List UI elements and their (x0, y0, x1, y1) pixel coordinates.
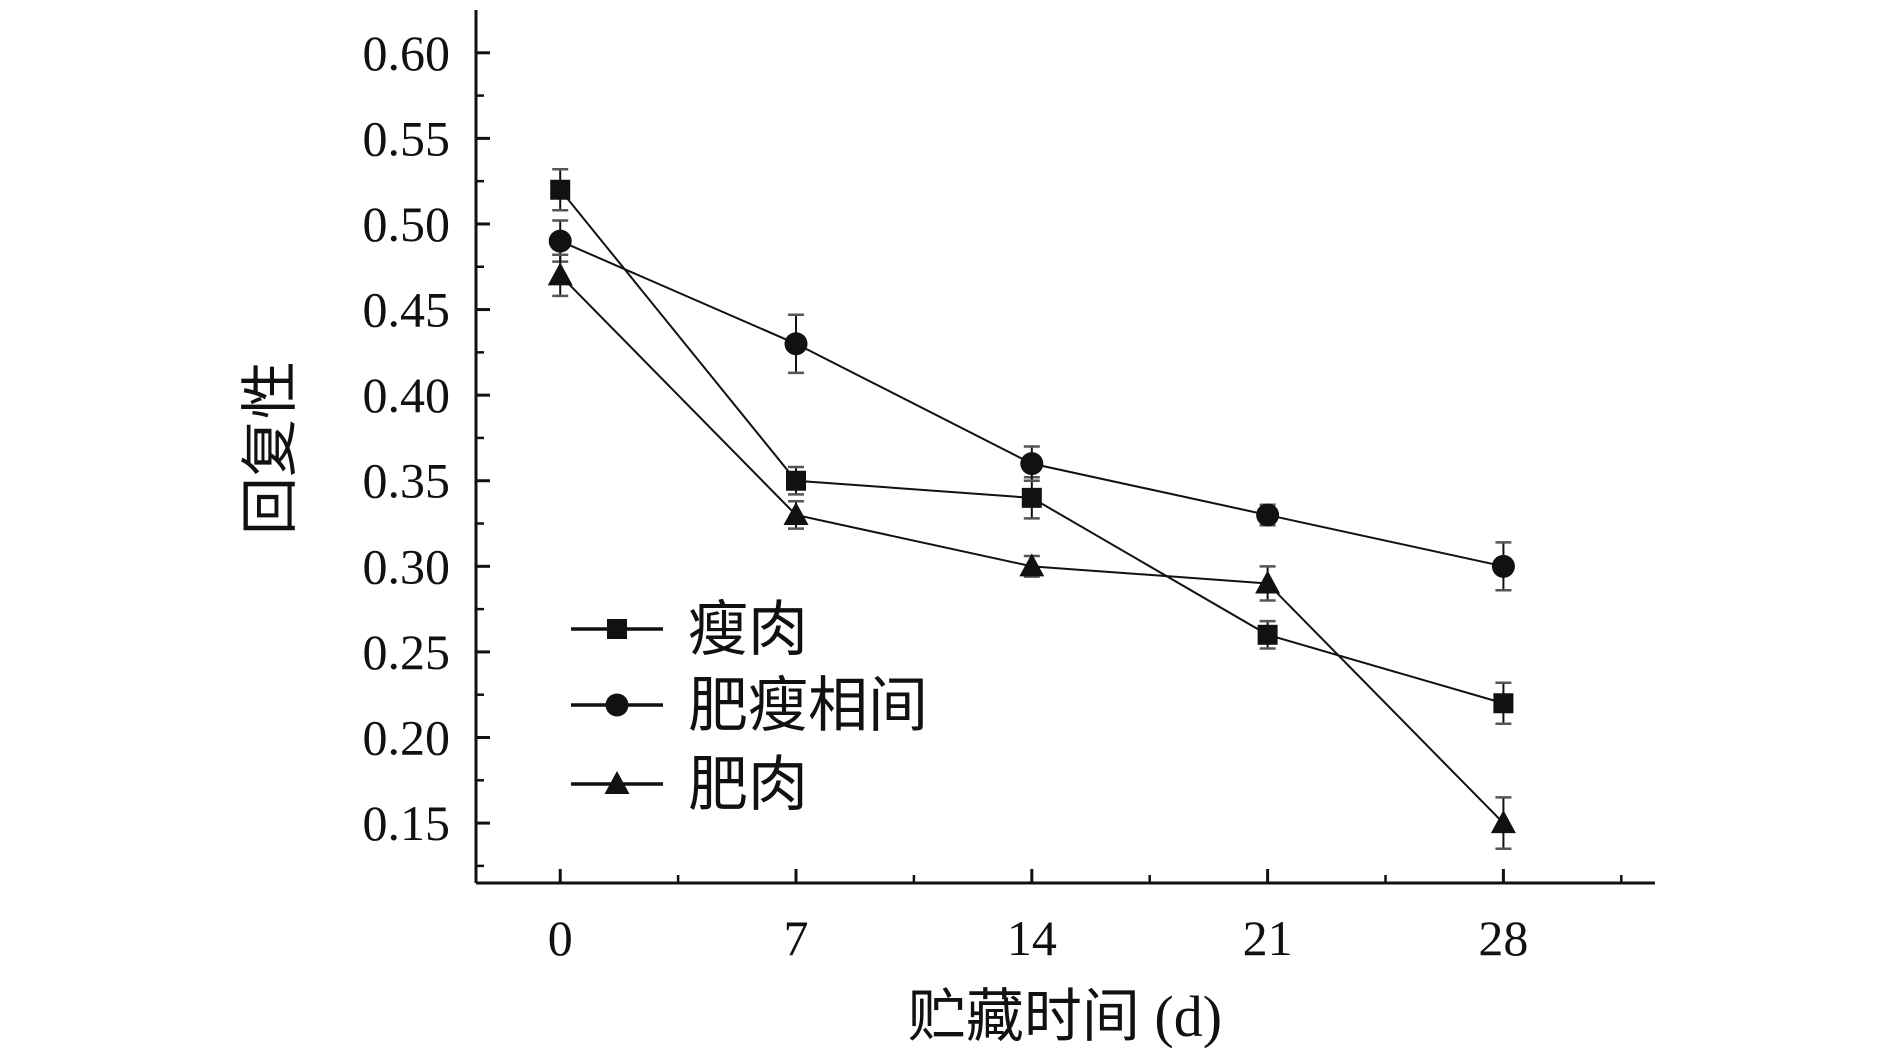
data-point (1255, 570, 1281, 594)
legend-label: 瘦肉 (688, 597, 808, 663)
series-triangle (547, 253, 1516, 851)
data-point (1490, 810, 1516, 834)
x-tick-label: 21 (1243, 910, 1293, 966)
series-line (559, 274, 1505, 824)
y-tick-label: 0.20 (363, 710, 451, 766)
legend-item: 肥瘦相间 (571, 673, 928, 739)
series-circle (548, 219, 1515, 592)
data-point (1493, 693, 1514, 714)
y-tick-label: 0.60 (363, 25, 451, 81)
data-point (783, 501, 809, 525)
axes: 0.15 0.20 0.25 0.30 0.35 0.40 0.45 0.50 0.55 0.60… (363, 10, 1655, 966)
legend-marker-circle-icon (605, 693, 629, 717)
data-point (786, 470, 807, 491)
y-tick-label: 0.35 (363, 453, 451, 509)
legend-marker-square-icon (607, 619, 627, 639)
data-point (548, 229, 572, 253)
y-tick-label: 0.25 (363, 624, 451, 680)
y-tick-label: 0.30 (363, 538, 451, 594)
y-axis-label: 回复性 (238, 361, 303, 535)
y-tick-label: 0.45 (363, 282, 451, 338)
data-point (550, 179, 571, 200)
legend-item: 肥肉 (571, 752, 808, 818)
data-point (1021, 487, 1042, 508)
x-axis-label: 贮藏时间 (d) (908, 984, 1222, 1049)
y-tick-label: 0.40 (363, 367, 451, 423)
y-tick-label: 0.50 (363, 196, 451, 252)
x-tick-label: 14 (1007, 910, 1057, 966)
legend-item: 瘦肉 (571, 597, 808, 663)
x-tick-label: 7 (784, 910, 809, 966)
data-point (784, 332, 808, 356)
data-point (1256, 503, 1280, 527)
x-tick-label: 28 (1478, 910, 1528, 966)
x-tick-label: 0 (548, 910, 573, 966)
y-tick-label: 0.55 (363, 110, 451, 166)
y-tick-label: 0.15 (363, 795, 451, 851)
legend-label: 肥瘦相间 (688, 673, 928, 739)
data-point (547, 262, 573, 286)
legend-label: 肥肉 (688, 752, 808, 818)
series-layer (547, 167, 1516, 851)
data-point (1257, 624, 1278, 645)
series-square (550, 167, 1514, 726)
data-point (1020, 452, 1044, 476)
legend-marker-triangle-icon (604, 771, 630, 794)
data-point (1019, 553, 1045, 577)
data-point (1491, 554, 1515, 578)
